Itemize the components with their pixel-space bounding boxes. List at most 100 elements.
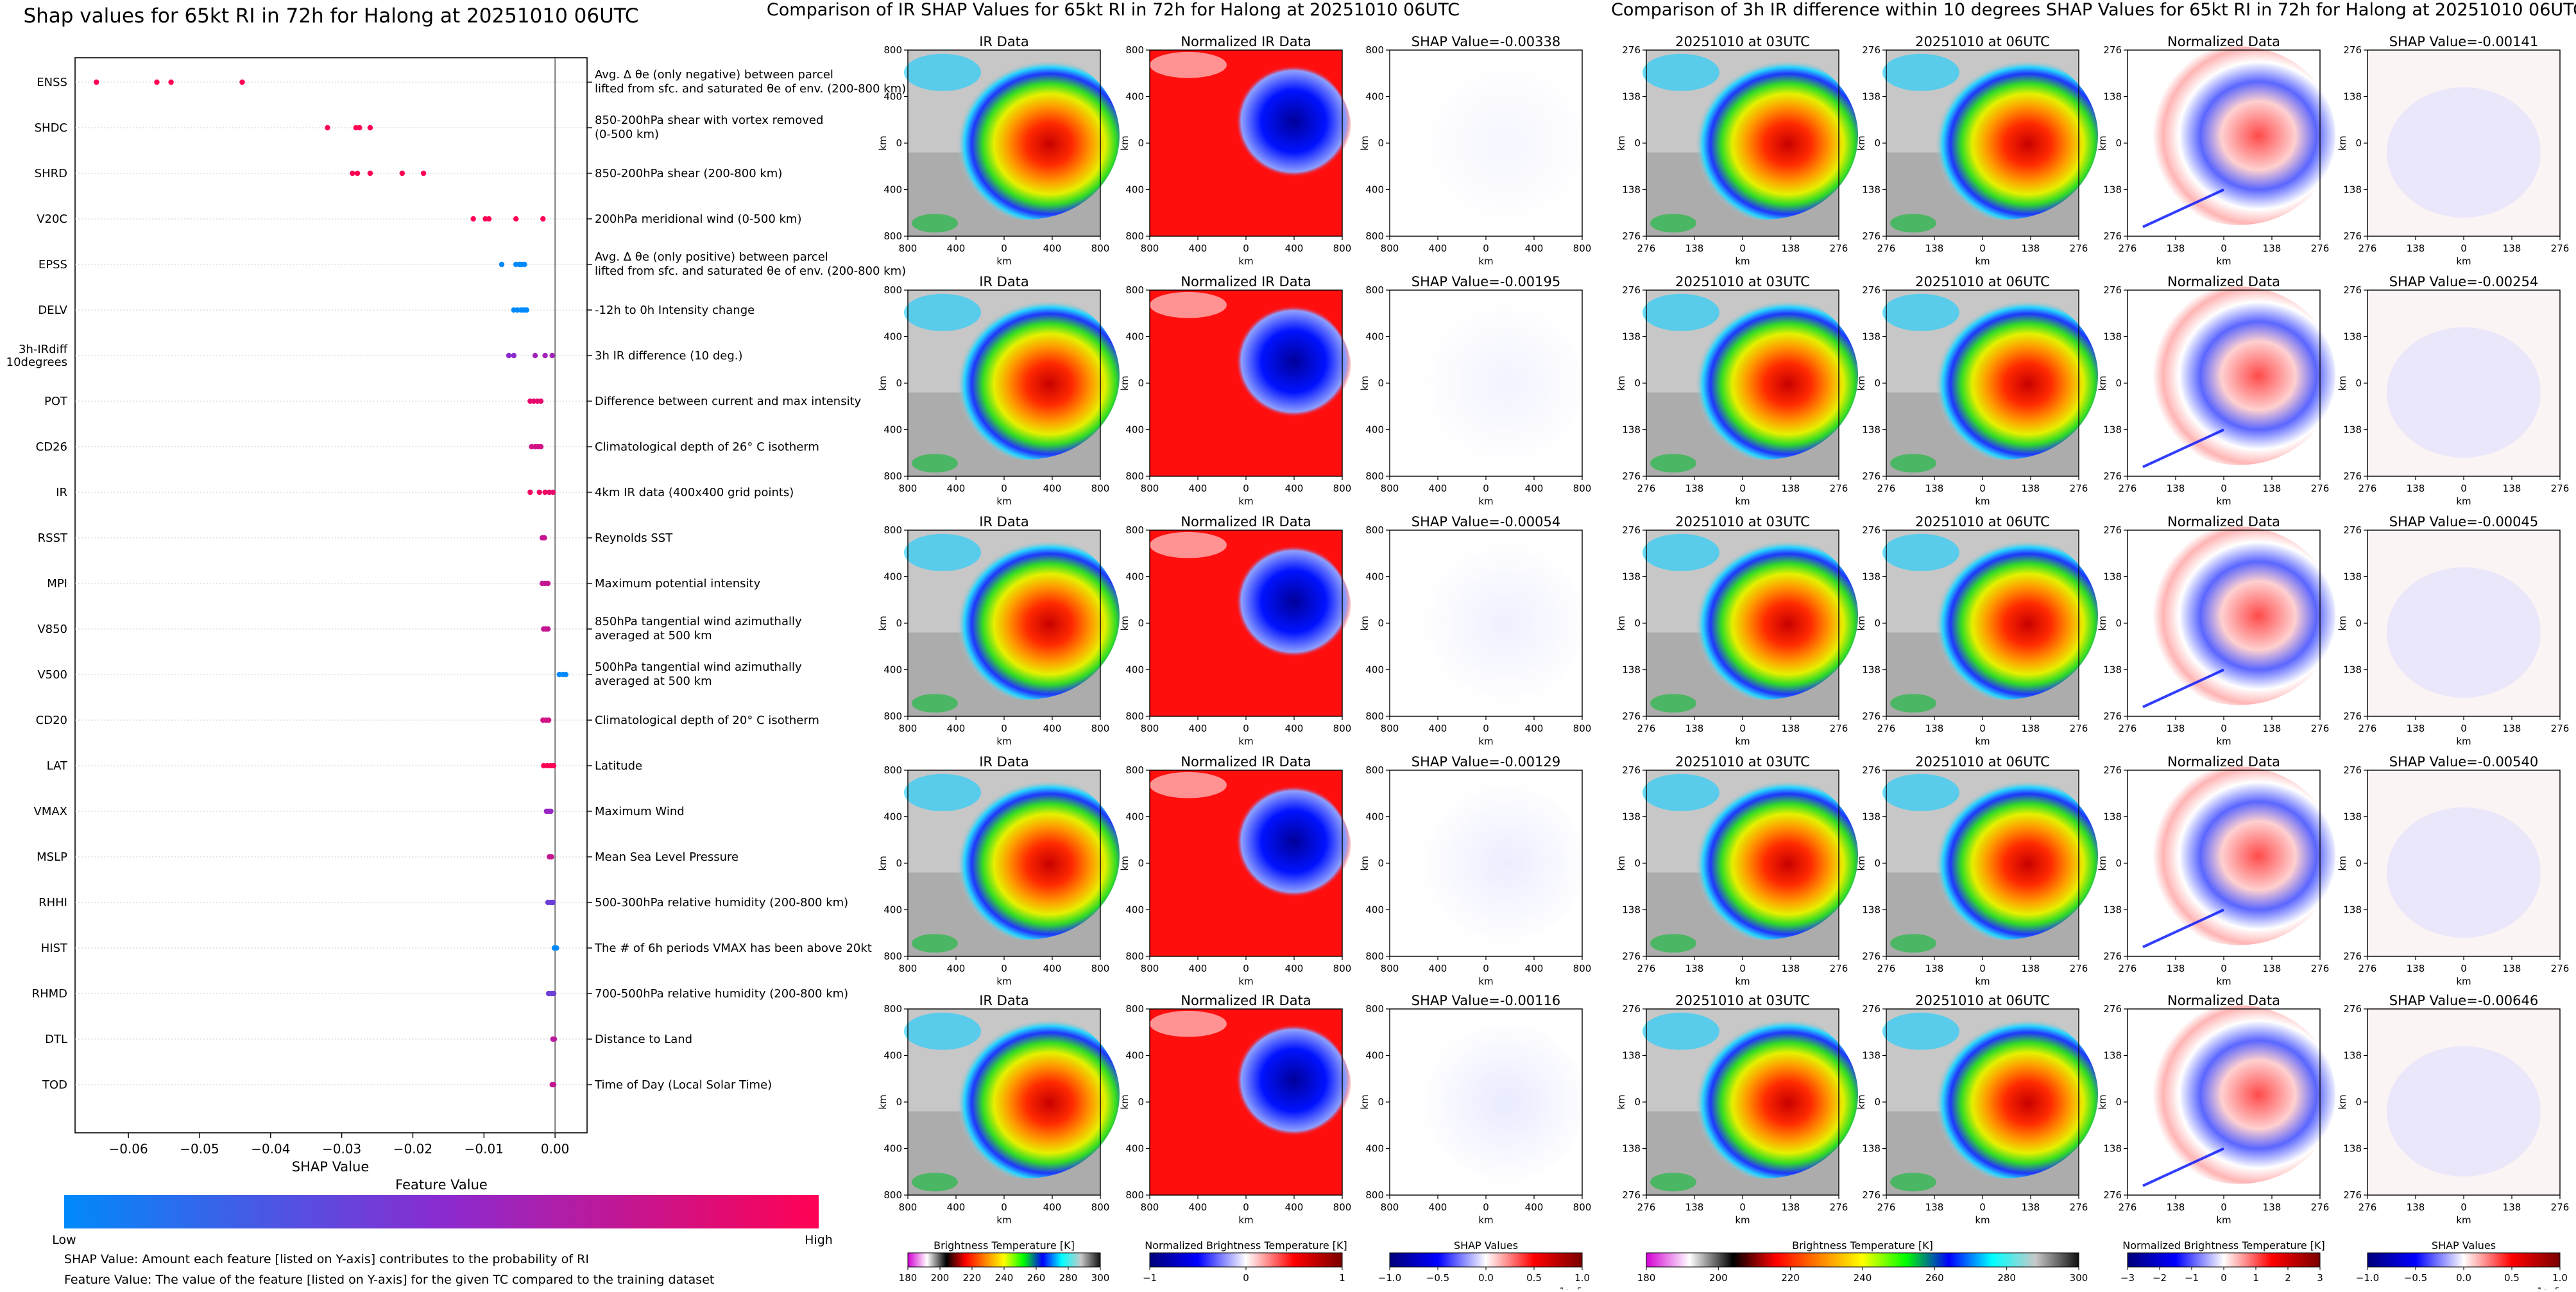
- tile-y-tick-label: 276: [1862, 284, 1881, 296]
- ir-cloud-band: [1882, 53, 1959, 91]
- feature-label: POT: [44, 395, 68, 408]
- tile-y-tick-label: 800: [1125, 44, 1144, 56]
- tile-x-tick-label: 800: [1573, 963, 1592, 974]
- ir-small-cell: [1890, 694, 1936, 713]
- tile-x-label: km: [1735, 495, 1750, 507]
- feature-label: MPI: [47, 577, 67, 590]
- ir-storm: [1913, 771, 2098, 940]
- shap-point: [325, 125, 330, 131]
- shap-point: [350, 170, 355, 177]
- colorbar-tick-label: 1.0: [1574, 1272, 1590, 1284]
- colorbar-label: SHAP Values: [1454, 1239, 1518, 1252]
- tile-y-tick-label: 138: [1622, 664, 1641, 676]
- tile-y-tick-label: 276: [1622, 1003, 1641, 1015]
- tile-y-tick-label: 138: [1862, 1050, 1881, 1062]
- tile-x-tick-label: 400: [1285, 723, 1304, 734]
- ir-shap-title: SHAP Value=-0.00116: [1412, 993, 1561, 1008]
- tile-y-tick-label: 0: [1138, 857, 1144, 869]
- tile-y-tick-label: 276: [2343, 230, 2362, 242]
- ir-storm: [935, 51, 1120, 220]
- tile-y-tick-label: 276: [1862, 1003, 1881, 1015]
- shap-point: [524, 307, 529, 313]
- ir-storm: [935, 1010, 1120, 1178]
- tile-y-tick-label: 276: [2103, 711, 2122, 722]
- tile-x-tick-label: 276: [2551, 483, 2570, 494]
- tile-y-tick-label: 800: [883, 951, 902, 962]
- tile-x-tick-label: 800: [899, 483, 917, 494]
- colorbar-tick-label: 280: [1997, 1272, 2016, 1284]
- ir-cloud-band: [904, 1012, 981, 1050]
- irdiff-03utc-title: 20251010 at 03UTC: [1675, 274, 1810, 289]
- tile-x-tick-label: 800: [1333, 963, 1352, 974]
- tile-y-label: km: [1616, 135, 1627, 150]
- tile-y-tick-label: 138: [2343, 91, 2362, 103]
- irdiff-normalized-title: Normalized Data: [2167, 993, 2280, 1008]
- tile-x-tick-label: 138: [2503, 483, 2521, 494]
- tile-y-label: km: [1359, 375, 1370, 390]
- irdiff-03utc-title: 20251010 at 03UTC: [1675, 514, 1810, 530]
- feature-label-line2: 10degrees: [6, 356, 67, 369]
- tile-x-tick-label: 276: [2119, 243, 2137, 254]
- tile-x-label: km: [2456, 976, 2471, 987]
- tile-x-tick-label: 138: [2167, 243, 2185, 254]
- shap-point: [542, 352, 548, 359]
- feature-description-line2: averaged at 500 km: [595, 675, 712, 688]
- tile-x-label: km: [996, 1214, 1011, 1226]
- colorbar-label: Normalized Brightness Temperature [K]: [1145, 1239, 1347, 1252]
- tile-y-label: km: [1855, 1094, 1867, 1109]
- tile-y-tick-label: 0: [1138, 377, 1144, 389]
- tile-x-label: km: [1975, 976, 1990, 987]
- tile-x-tick-label: 276: [2311, 483, 2330, 494]
- tile-x-tick-label: 276: [1877, 243, 1896, 254]
- ir-cloud-band: [1882, 773, 1959, 811]
- tile-x-tick-label: 138: [1685, 963, 1704, 974]
- feature-label: V500: [37, 668, 67, 682]
- tile-y-tick-label: 0: [1138, 617, 1144, 629]
- tile-y-tick-label: 138: [1862, 811, 1881, 823]
- tile-x-tick-label: 0: [1979, 243, 1986, 254]
- norm-storm: [1190, 55, 1352, 212]
- tile-x-tick-label: 0: [1739, 483, 1746, 494]
- irdiff-comparison-title: Comparison of 3h IR difference within 10…: [1611, 0, 2576, 20]
- tile-y-tick-label: 276: [1622, 711, 1641, 722]
- tile-y-label: km: [1855, 856, 1867, 870]
- tile-y-tick-label: 0: [1138, 1096, 1144, 1108]
- tile-x-tick-label: 400: [1189, 483, 1207, 494]
- tile-x-tick-label: 0: [1739, 1202, 1746, 1213]
- tile-y-tick-label: 800: [1365, 284, 1384, 296]
- shap-point: [506, 352, 512, 359]
- tile-x-tick-label: 276: [1877, 963, 1896, 974]
- tile-x-label: km: [2456, 1214, 2471, 1226]
- irdiff-06utc-title: 20251010 at 06UTC: [1915, 754, 2050, 770]
- tile-x-tick-label: 800: [1333, 1202, 1352, 1213]
- tile-x-tick-label: 138: [2407, 1202, 2425, 1213]
- tile-y-tick-label: 0: [2115, 137, 2122, 149]
- tile-y-label: km: [2337, 1094, 2348, 1109]
- tile-y-label: km: [1119, 135, 1130, 150]
- tile-x-tick-label: 800: [1091, 1202, 1110, 1213]
- colorbar-tick-label: 220: [963, 1272, 982, 1284]
- feature-label: RHHI: [38, 896, 67, 909]
- tile-y-tick-label: 400: [1125, 1050, 1144, 1062]
- tile-x-tick-label: 400: [1189, 243, 1207, 254]
- tile-x-tick-label: 400: [1285, 963, 1304, 974]
- tile-x-tick-label: 800: [899, 723, 917, 734]
- diff-shap-pattern: [2387, 807, 2541, 938]
- feature-label: VMAX: [34, 805, 68, 818]
- tile-y-label: km: [1359, 1094, 1370, 1109]
- colorbar: [1646, 1252, 2079, 1268]
- tile-y-tick-label: 400: [1125, 571, 1144, 583]
- tile-y-tick-label: 0: [1634, 1096, 1641, 1108]
- colorbar: [907, 1252, 1101, 1268]
- tile-y-label: km: [1616, 616, 1627, 630]
- shap-point: [470, 216, 476, 222]
- feature-label: SHDC: [35, 121, 67, 135]
- tile-y-tick-label: 276: [2343, 524, 2362, 536]
- ir-shap-title: SHAP Value=-0.00129: [1412, 754, 1561, 770]
- tile-x-tick-label: 0: [1979, 723, 1986, 734]
- tile-y-label: km: [2337, 375, 2348, 390]
- tile-y-tick-label: 276: [2343, 284, 2362, 296]
- tile-y-tick-label: 800: [1365, 951, 1384, 962]
- tile-y-label: km: [877, 375, 889, 390]
- tile-x-tick-label: 800: [1381, 963, 1399, 974]
